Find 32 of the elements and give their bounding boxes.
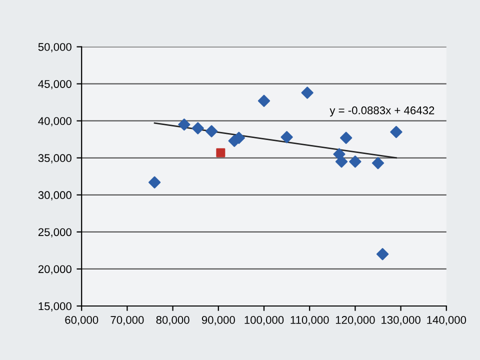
y-tick-label: 20,000 xyxy=(38,265,72,274)
y-tick-label: 15,000 xyxy=(38,302,72,312)
y-tick-label: 45,000 xyxy=(38,80,72,90)
point xyxy=(301,86,314,99)
point xyxy=(216,148,226,158)
point xyxy=(280,131,293,144)
point xyxy=(178,118,190,131)
point xyxy=(376,248,389,260)
x-tick-label: 130,000 xyxy=(382,316,420,326)
x-tick-label: 100,000 xyxy=(244,316,284,326)
x-tick-label: 60,000 xyxy=(65,316,98,326)
x-tick-label: 90,000 xyxy=(202,316,235,326)
annotation: y = -0.0883x + 46432 xyxy=(330,106,434,116)
x-tick-label: 110,000 xyxy=(290,316,329,326)
x-tick-label: 140,000 xyxy=(427,316,466,326)
point xyxy=(258,94,270,107)
point xyxy=(372,156,384,170)
point xyxy=(148,176,161,188)
point xyxy=(349,156,362,168)
point xyxy=(340,132,352,144)
point xyxy=(192,122,204,134)
y-tick-label: 50,000 xyxy=(38,43,72,52)
y-tick-label: 25,000 xyxy=(38,228,72,238)
y-tick-label: 35,000 xyxy=(38,154,72,164)
x-tick-label: 70,000 xyxy=(110,316,144,326)
point xyxy=(390,126,402,138)
y-tick-label: 40,000 xyxy=(38,117,72,126)
x-tick-label: 80,000 xyxy=(156,316,190,326)
point xyxy=(205,125,218,138)
point xyxy=(335,156,348,168)
y-tick-label: 30,000 xyxy=(38,191,72,200)
x-tick-label: 120,000 xyxy=(336,316,375,326)
